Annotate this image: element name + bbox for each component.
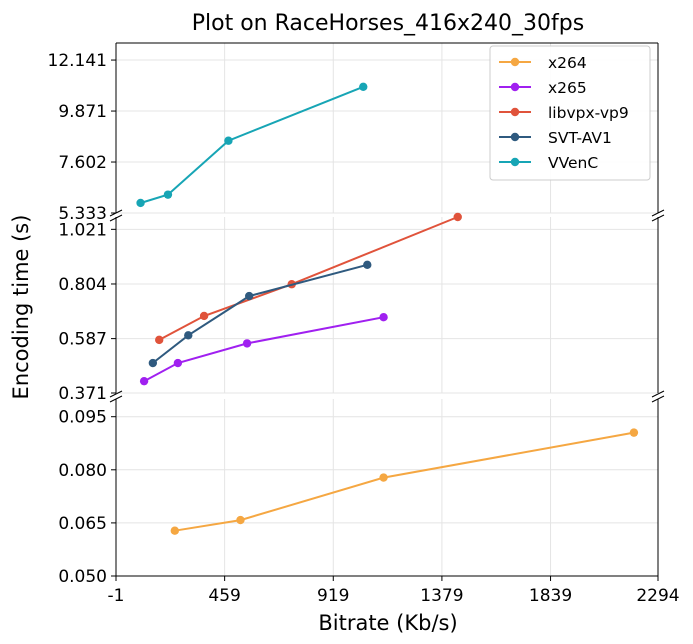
data-point-VVenC	[224, 136, 233, 145]
y-tick-label: 0.095	[58, 408, 107, 428]
y-tick-label: 0.050	[58, 567, 107, 587]
data-point-SVT-AV1	[363, 260, 372, 270]
series-line-x265	[143, 316, 384, 383]
legend-box	[489, 45, 651, 181]
axes-layer: -1 459 919 1379 1839 2294 5.333 7.602 9.871 12.14…	[48, 42, 680, 606]
data-point-VVenC	[359, 82, 368, 92]
legend-marker	[510, 157, 520, 167]
x-tick-label: 2294	[636, 586, 679, 606]
y-tick-label: 0.080	[58, 461, 107, 481]
x-tick-label: 459	[208, 586, 240, 606]
y-tick-label: 0.804	[58, 275, 107, 295]
x-tick-label: 1839	[529, 586, 572, 606]
legend-marker	[510, 82, 520, 92]
series-layer	[136, 82, 639, 535]
legend-marker	[510, 107, 520, 117]
y-tick-label: 1.021	[58, 220, 107, 240]
legend-marker	[510, 132, 520, 142]
series-line-libvpx-vp9	[158, 216, 459, 341]
y-tick-label: 0.371	[58, 384, 107, 404]
data-point-VVenC	[136, 198, 145, 208]
legend-label: x265	[548, 79, 587, 97]
legend-label: x264	[548, 54, 587, 72]
axis-break-mark	[109, 395, 123, 403]
axis-break-mark	[651, 390, 665, 398]
data-point-libvpx-vp9	[453, 212, 462, 222]
y-tick-label: 5.333	[58, 204, 107, 224]
data-point-x265	[242, 339, 252, 348]
data-point-SVT-AV1	[148, 358, 158, 368]
data-point-x265	[139, 376, 149, 386]
axis-break-mark	[109, 214, 123, 222]
axis-break-mark	[109, 209, 123, 217]
axis-break-mark	[651, 209, 665, 217]
data-point-x264	[170, 526, 180, 535]
x-tick-label: 919	[317, 586, 349, 606]
data-point-x265	[379, 313, 388, 322]
data-point-x264	[236, 515, 245, 525]
data-point-x265	[173, 358, 183, 368]
y-tick-label: 9.871	[58, 102, 107, 122]
y-tick-label: 7.602	[58, 153, 107, 173]
data-point-SVT-AV1	[244, 291, 254, 301]
x-tick-label: 1379	[420, 586, 463, 606]
legend: x264 x265 libvpx-vp9 SVT-AV1 VVenC	[489, 45, 651, 181]
series-line-SVT-AV1	[152, 263, 368, 364]
axis-break-mark	[651, 214, 665, 222]
y-tick-label: 12.141	[48, 51, 107, 71]
chart-title: Plot on RaceHorses_416x240_30fps	[192, 11, 584, 36]
legend-marker	[510, 57, 520, 67]
data-point-SVT-AV1	[184, 331, 193, 340]
axis-break-mark	[109, 390, 123, 398]
x-axis-label: Bitrate (Kb/s)	[318, 611, 457, 635]
y-tick-label: 0.587	[58, 330, 107, 350]
legend-label: VVenC	[548, 154, 598, 172]
data-point-x264	[629, 428, 639, 437]
data-point-libvpx-vp9	[155, 335, 164, 345]
data-point-libvpx-vp9	[199, 311, 209, 321]
data-point-x264	[379, 473, 388, 482]
legend-label: libvpx-vp9	[548, 104, 629, 122]
x-tick-label: -1	[108, 586, 125, 606]
series-line-x264	[174, 431, 635, 532]
series-line-VVenC	[140, 85, 364, 204]
data-point-VVenC	[163, 190, 173, 199]
axis-break-mark	[651, 395, 665, 403]
y-axis-label: Encoding time (s)	[9, 215, 33, 400]
y-tick-label: 0.065	[58, 514, 107, 534]
legend-label: SVT-AV1	[548, 129, 612, 147]
